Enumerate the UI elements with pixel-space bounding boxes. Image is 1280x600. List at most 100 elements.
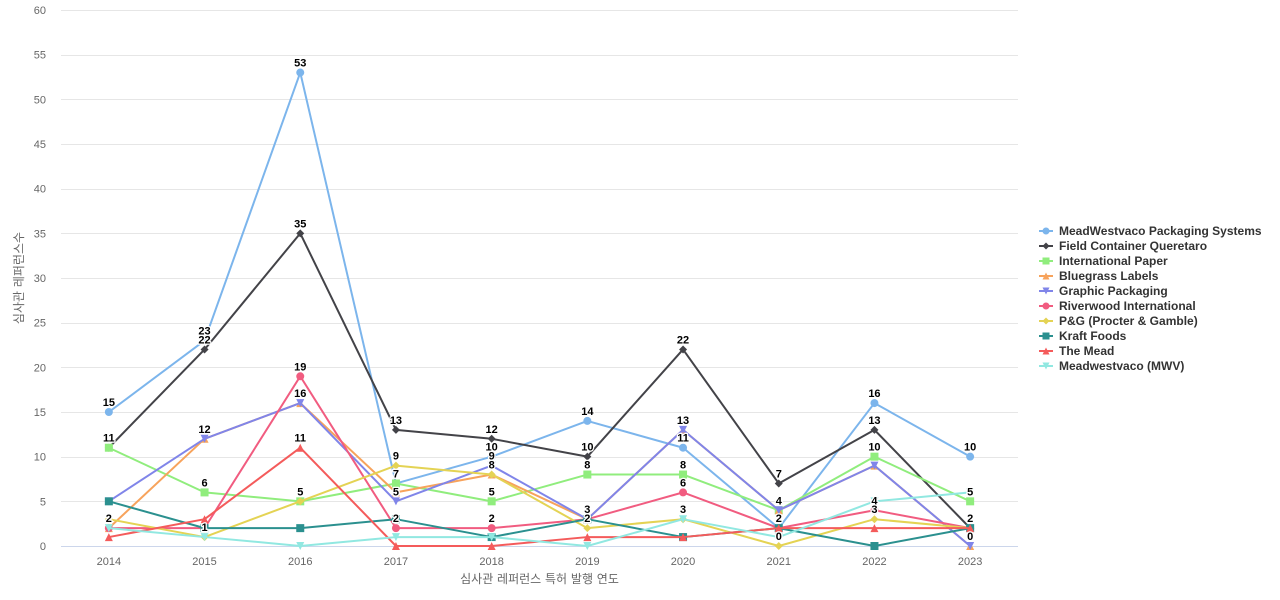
data-point xyxy=(487,497,496,506)
data-label: 2 xyxy=(967,513,973,525)
data-label: 10 xyxy=(581,442,593,454)
legend-label: The Mead xyxy=(1059,344,1114,358)
data-point xyxy=(200,336,209,345)
series-line xyxy=(107,232,972,530)
y-tick-label: 30 xyxy=(34,273,46,285)
data-label: 22 xyxy=(198,334,210,346)
data-label: 12 xyxy=(198,424,210,436)
data-point xyxy=(679,470,688,479)
legend-item[interactable]: International Paper xyxy=(1039,254,1168,268)
legend-symbol-marker xyxy=(1042,317,1050,325)
data-point xyxy=(487,434,496,443)
data-point xyxy=(966,452,975,461)
data-point xyxy=(104,408,113,416)
data-point xyxy=(870,399,879,408)
series-line xyxy=(107,71,972,530)
y-tick-label: 15 xyxy=(34,407,46,419)
data-label: 3 xyxy=(680,504,686,516)
data-label: 15 xyxy=(103,397,115,409)
y-tick-label: 40 xyxy=(34,184,46,196)
data-label: 13 xyxy=(868,415,880,427)
data-point xyxy=(104,497,113,506)
data-point xyxy=(870,497,879,506)
x-tick-label: 2022 xyxy=(862,556,886,568)
data-point xyxy=(200,515,209,524)
series-line xyxy=(107,446,972,512)
data-point xyxy=(870,452,879,461)
y-tick-label: 35 xyxy=(34,228,46,240)
data-label: 35 xyxy=(294,218,306,230)
legend-label: Meadwestvaco (MWV) xyxy=(1059,359,1184,373)
legend-item[interactable]: Graphic Packaging xyxy=(1039,284,1168,298)
legend-item[interactable]: The Mead xyxy=(1039,344,1114,358)
data-point xyxy=(774,524,783,533)
legend-item[interactable]: MeadWestvaco Packaging Systems xyxy=(1039,224,1262,238)
data-point xyxy=(296,68,305,77)
data-point xyxy=(391,542,400,550)
legend-item[interactable]: Field Container Queretaro xyxy=(1039,239,1207,253)
data-point xyxy=(487,524,496,533)
x-tick-label: 2016 xyxy=(288,556,312,568)
data-point xyxy=(296,524,305,533)
series-group xyxy=(104,68,975,550)
data-point xyxy=(296,497,305,506)
legend-item[interactable]: Riverwood International xyxy=(1039,299,1196,313)
data-label: 6 xyxy=(680,477,686,489)
data-point xyxy=(487,452,496,461)
legend-item[interactable]: P&G (Procter & Gamble) xyxy=(1039,314,1198,328)
data-label: 53 xyxy=(294,58,306,70)
y-tick-label: 20 xyxy=(34,362,46,374)
data-label: 7 xyxy=(776,468,782,480)
data-point xyxy=(200,533,209,542)
y-tick-label: 10 xyxy=(34,452,46,464)
data-point xyxy=(774,533,783,542)
x-tick-label: 2017 xyxy=(384,556,408,568)
x-tick-label: 2019 xyxy=(575,556,599,568)
legend-label: Graphic Packaging xyxy=(1059,284,1168,298)
data-label: 5 xyxy=(297,486,303,498)
y-tick-label: 60 xyxy=(34,5,46,17)
legend-item[interactable]: Kraft Foods xyxy=(1039,329,1127,343)
data-point xyxy=(966,497,975,506)
data-label: 13 xyxy=(390,415,402,427)
series-line xyxy=(107,500,972,547)
data-label: 0 xyxy=(776,531,782,543)
x-tick-label: 2015 xyxy=(192,556,216,568)
legend-label: Bluegrass Labels xyxy=(1059,269,1159,283)
data-point xyxy=(391,425,400,434)
data-label: 4 xyxy=(871,495,878,507)
legend-item[interactable]: Meadwestvaco (MWV) xyxy=(1039,359,1184,373)
data-point xyxy=(296,229,305,238)
legend-symbol-marker xyxy=(1042,257,1050,265)
data-label: 1 xyxy=(201,522,207,534)
data-label: 2 xyxy=(489,513,495,525)
data-label: 8 xyxy=(680,460,686,472)
data-label: 0 xyxy=(967,531,973,543)
data-point xyxy=(583,470,592,479)
y-tick-label: 55 xyxy=(34,50,46,62)
data-point xyxy=(104,533,113,542)
data-point xyxy=(583,515,592,524)
y-tick-label: 50 xyxy=(34,94,46,106)
data-point xyxy=(870,506,879,515)
x-tick-label: 2018 xyxy=(479,556,503,568)
data-point xyxy=(966,524,975,533)
y-tick-label: 5 xyxy=(40,496,46,508)
series-line xyxy=(107,375,972,530)
data-labels: 1523537101411216102235131210227132116758… xyxy=(101,56,977,544)
data-point xyxy=(487,470,496,479)
data-label: 2 xyxy=(106,513,112,525)
data-label: 10 xyxy=(486,442,498,454)
data-point xyxy=(391,533,400,542)
legend-item[interactable]: Bluegrass Labels xyxy=(1039,269,1159,283)
data-point xyxy=(870,515,879,524)
x-tick-label: 2023 xyxy=(958,556,982,568)
data-point xyxy=(679,443,688,452)
data-point xyxy=(391,461,400,470)
data-label: 6 xyxy=(201,477,207,489)
data-point xyxy=(870,542,879,550)
data-point xyxy=(870,524,879,533)
data-point xyxy=(487,542,496,550)
legend-symbol-marker xyxy=(1042,332,1050,340)
